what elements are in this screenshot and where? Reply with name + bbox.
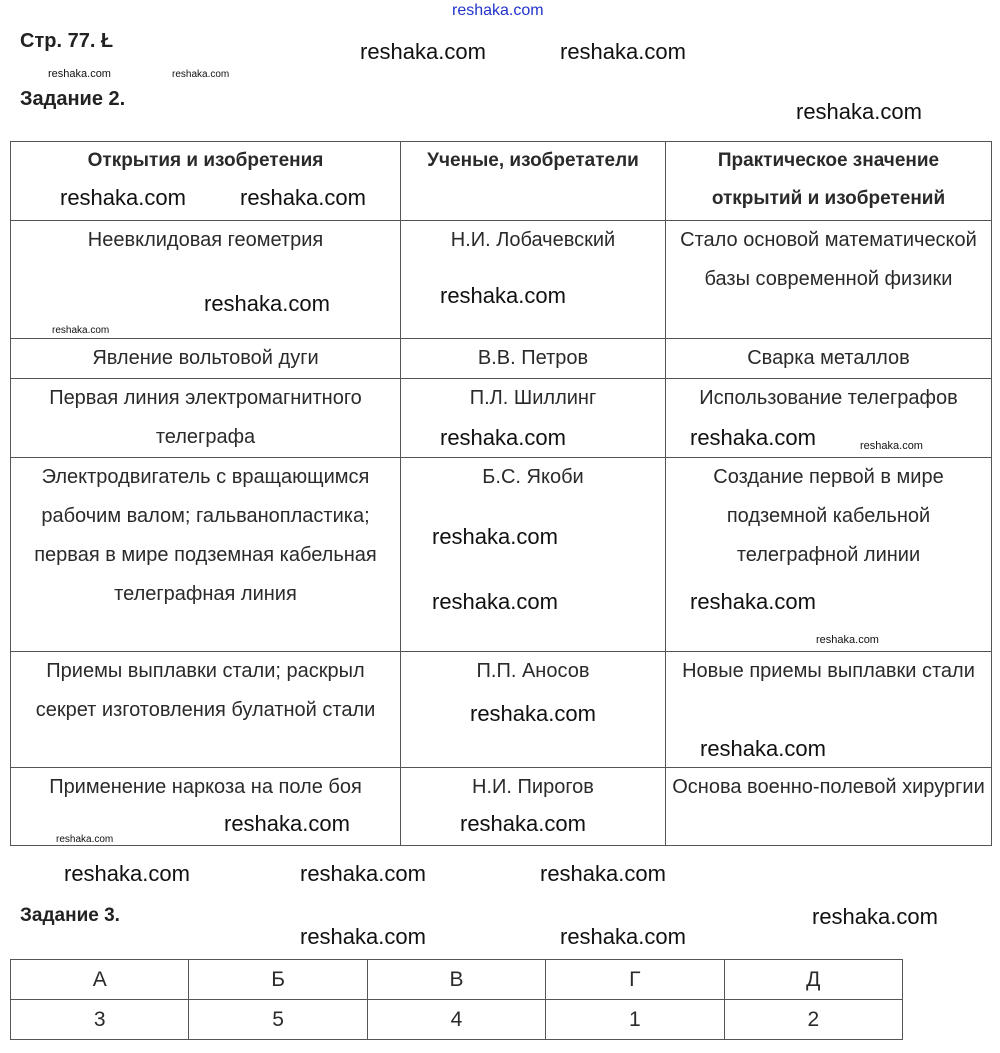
watermark: reshaka.com: [700, 736, 826, 761]
watermark: reshaka.com: [796, 99, 922, 124]
watermark: reshaka.com: [224, 811, 350, 836]
watermark: reshaka.com: [60, 185, 186, 210]
table-cell: Неевклидовая геометрия: [10, 220, 401, 339]
table-cell: Электродвигатель с вращающимся рабочим в…: [10, 457, 401, 652]
watermark: reshaka.com: [300, 861, 426, 886]
watermark: reshaka.com: [860, 440, 923, 452]
watermark: reshaka.com: [540, 861, 666, 886]
table-cell: Первая линия электромагнитного телеграфа: [10, 378, 401, 458]
column-header: А: [9, 959, 190, 1000]
watermark: reshaka.com: [52, 325, 110, 336]
table-cell: Основа военно-полевой хирургии: [665, 767, 992, 846]
watermark: reshaka.com: [560, 39, 686, 64]
watermark: reshaka.com: [440, 283, 566, 308]
column-header: В: [366, 959, 547, 1000]
table-cell: Стало основой математической базы соврем…: [665, 220, 992, 339]
column-header: Ученые, изобретатели: [400, 141, 666, 221]
table-cell: Н.И. Лобачевский: [400, 220, 666, 339]
page-reference: Стр. 77. Ł: [20, 30, 114, 52]
watermark: reshaka.com: [56, 834, 114, 845]
table-header-row: Открытия и изобретения Ученые, изобретате…: [10, 141, 992, 221]
column-header: Практическое значение открытий и изобрет…: [665, 141, 992, 221]
task-2-title: Задание 2.: [20, 88, 126, 110]
task-2-table: Открытия и изобретения Ученые, изобретате…: [10, 141, 992, 846]
watermark: reshaka.com: [64, 861, 190, 886]
table-cell: Приемы выплавки стали; раскрыл секрет из…: [10, 651, 401, 768]
watermark: reshaka.com: [690, 589, 816, 614]
watermark: reshaka.com: [360, 39, 486, 64]
table-row: Неевклидовая геометрия Н.И. Лобачевский Ст…: [10, 220, 992, 339]
table-cell: Явление вольтовой дуги: [10, 338, 401, 379]
column-header: Открытия и изобретения: [10, 141, 401, 221]
watermark: reshaka.com: [48, 68, 111, 80]
watermark: reshaka.com: [432, 524, 558, 549]
answer-cell: 5: [188, 999, 368, 1040]
watermark: reshaka.com: [560, 924, 686, 949]
watermark: reshaka.com: [440, 425, 566, 450]
watermark: reshaka.com: [204, 291, 330, 316]
table-row: Первая линия электромагнитного телеграфа…: [10, 378, 992, 458]
column-header: Б: [188, 959, 368, 1000]
answer-cell: 4: [366, 999, 547, 1040]
table-row: Применение наркоза на поле боя Н.И. Пирог…: [10, 767, 992, 846]
watermark: reshaka.com: [240, 185, 366, 210]
table-cell: Б.С. Якоби: [400, 457, 666, 652]
answer-cell: 3: [9, 999, 190, 1040]
table-row: Электродвигатель с вращающимся рабочим в…: [10, 457, 992, 652]
table-cell: Н.И. Пирогов: [400, 767, 666, 846]
table-row: Приемы выплавки стали; раскрыл секрет из…: [10, 651, 992, 768]
table-cell: Новые приемы выплавки стали: [665, 651, 992, 768]
table-cell: П.П. Аносов: [400, 651, 666, 768]
watermark: reshaka.com: [452, 2, 544, 19]
table-row: Явление вольтовой дуги В.В. Петров Сварка …: [10, 338, 992, 379]
table-cell: В.В. Петров: [400, 338, 666, 379]
watermark: reshaka.com: [690, 425, 816, 450]
column-header: Г: [545, 959, 725, 1000]
watermark: reshaka.com: [460, 811, 586, 836]
answer-cell: 1: [545, 999, 725, 1040]
table-cell: Создание первой в мире подземной кабельн…: [665, 457, 992, 652]
watermark: reshaka.com: [812, 904, 938, 929]
watermark: reshaka.com: [300, 924, 426, 949]
column-header: Д: [723, 959, 904, 1000]
table-cell: Использование телеграфов: [665, 378, 992, 458]
table-cell: Сварка металлов: [665, 338, 992, 379]
watermark: reshaka.com: [432, 589, 558, 614]
table-cell: Применение наркоза на поле боя: [10, 767, 401, 846]
watermark: reshaka.com: [816, 634, 879, 646]
answer-cell: 2: [723, 999, 904, 1040]
task-3-title: Задание 3.: [20, 905, 120, 926]
table-cell: П.Л. Шиллинг: [400, 378, 666, 458]
watermark: reshaka.com: [172, 69, 230, 80]
watermark: reshaka.com: [470, 701, 596, 726]
